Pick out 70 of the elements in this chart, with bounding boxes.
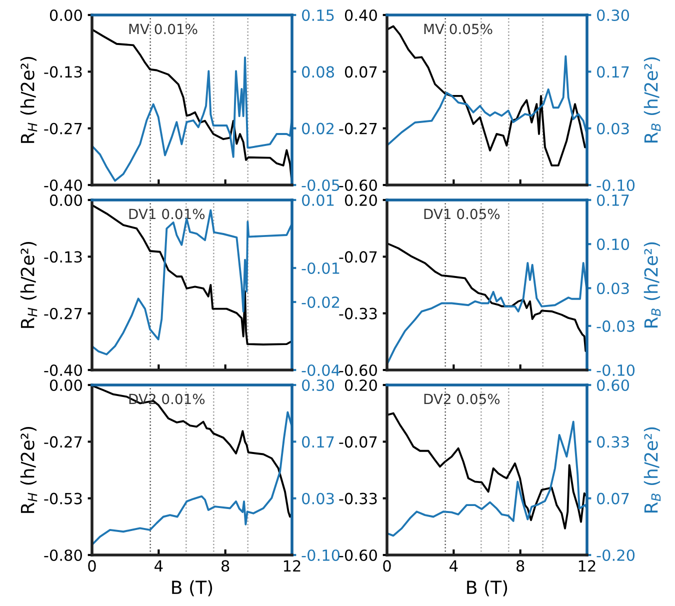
y-tick-label: 0.20: [344, 194, 377, 206]
y-tick-label: -0.60: [339, 364, 377, 376]
y2-tick-label: -0.02: [302, 296, 340, 308]
y2-tick-label: 0.08: [302, 66, 334, 78]
x-tick-label: 4: [154, 560, 163, 572]
y-tick-label: -0.27: [44, 436, 82, 448]
y2-tick-label: 0.15: [302, 9, 334, 22]
y-axis-title: R$_{H}$ (h/2e²): [20, 56, 38, 143]
y2-tick-label: 0.01: [302, 194, 334, 206]
y2-tick-label: -0.10: [596, 364, 635, 376]
y2-tick-label: 0.03: [302, 492, 334, 504]
y2-tick-label: 0.10: [597, 238, 630, 250]
y2-tick-label: 0.03: [597, 122, 629, 134]
x-tick-label: 12: [578, 560, 596, 572]
y-axis-title: R$_{H}$ (h/2e²): [20, 426, 38, 513]
y-tick-label: -0.13: [44, 251, 82, 263]
y-tick-label: -0.60: [339, 179, 377, 192]
y-tick-label: -0.33: [339, 308, 377, 320]
y2-tick-label: -0.05: [302, 179, 340, 192]
y-tick-label: -0.07: [339, 436, 377, 448]
text: DV1 0.05%: [424, 208, 500, 220]
text: MV 0.01%: [129, 24, 198, 34]
y2-tick-label: 0.60: [597, 379, 630, 392]
y2-tick-label: -0.10: [596, 179, 635, 192]
y-tick-label: 0.00: [50, 379, 82, 392]
y-tick-label: -0.33: [339, 492, 377, 504]
y2-axis-title: R$_{B}$ (h/2e²): [644, 427, 661, 512]
y-tick-label: -0.40: [44, 364, 82, 376]
y2-tick-label: 0.17: [597, 194, 629, 206]
y-tick-label: -0.27: [44, 308, 82, 320]
x-axis-title: B (T): [172, 580, 212, 596]
y-axis-title: R$_{H}$ (h/2e²): [20, 242, 38, 328]
y2-axis-title: R$_{B}$ (h/2e²): [644, 57, 661, 142]
y2-tick-label: 0.30: [597, 9, 630, 22]
y2-tick-label: 0.03: [597, 282, 629, 294]
y2-tick-label: -0.04: [302, 364, 340, 376]
y-tick-label: -0.80: [44, 549, 82, 562]
y2-axis-title: R$_{B}$ (h/2e²): [644, 242, 661, 328]
x-tick-label: 12: [284, 560, 300, 572]
y2-tick-label: 0.33: [597, 436, 629, 448]
y-tick-label: -0.27: [339, 122, 377, 134]
text: MV 0.05%: [424, 24, 492, 34]
x-axis-title: B (T): [467, 580, 508, 596]
y-tick-label: 0.20: [344, 379, 377, 392]
y-tick-label: -0.13: [44, 66, 82, 78]
x-tick-label: 0: [383, 560, 391, 572]
x-tick-label: 4: [450, 560, 458, 572]
text: DV1 0.01%: [129, 208, 205, 220]
y-tick-label: 0.40: [344, 9, 377, 22]
y-tick-label: -0.27: [44, 122, 82, 134]
y2-tick-label: -0.10: [302, 549, 340, 562]
y2-tick-label: -0.20: [596, 549, 635, 562]
y-tick-label: 0.00: [50, 194, 82, 206]
y-tick-label: -0.53: [44, 492, 82, 504]
y2-tick-label: -0.03: [596, 320, 634, 332]
y2-tick-label: 0.02: [302, 122, 334, 134]
y-tick-label: -0.07: [339, 251, 377, 263]
y2-tick-label: 0.07: [597, 492, 629, 504]
y2-tick-label: 0.17: [597, 66, 629, 78]
y-tick-label: 0.07: [344, 66, 377, 78]
x-tick-label: 8: [516, 560, 524, 572]
text: DV2 0.05%: [424, 394, 500, 404]
x-tick-label: 8: [222, 560, 230, 572]
x-tick-label: 0: [88, 560, 96, 572]
y-tick-label: 0.00: [50, 9, 82, 22]
y-tick-label: -0.40: [44, 179, 82, 192]
y2-tick-label: 0.30: [302, 379, 334, 392]
y2-tick-label: -0.01: [302, 262, 340, 274]
y2-tick-label: 0.17: [302, 436, 334, 448]
y-tick-label: -0.60: [339, 549, 377, 562]
